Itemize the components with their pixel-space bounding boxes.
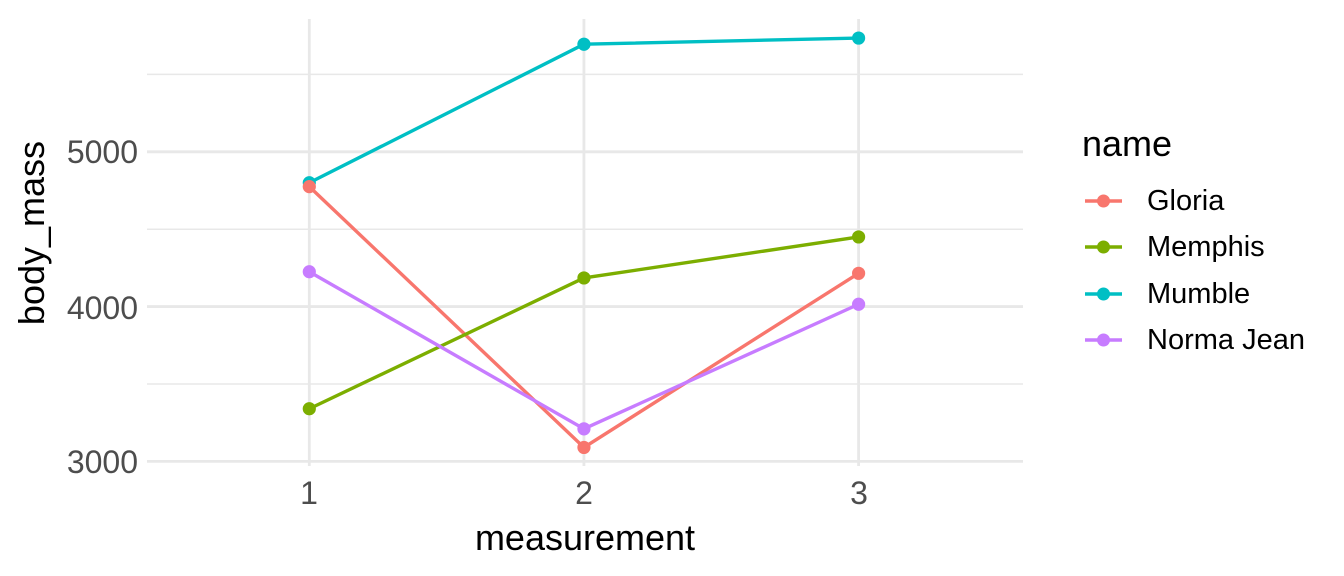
legend-key-point-gloria	[1097, 194, 1110, 208]
legend-label-memphis: Memphis	[1147, 231, 1265, 263]
legend-label-mumble: Mumble	[1147, 278, 1251, 310]
legend-key-point-mumble	[1097, 287, 1110, 301]
y-axis-title: body_mass	[11, 140, 52, 326]
legend-label-norma-jean: Norma Jean	[1147, 324, 1305, 356]
y-tick-label-3000: 3000	[66, 444, 138, 480]
data-point-norma-jean-m2	[577, 422, 591, 436]
legend-item-gloria: Gloria	[1082, 178, 1224, 224]
legend-key-gloria	[1085, 194, 1122, 208]
y-tick-label-5000: 5000	[66, 134, 138, 170]
legend-item-norma-jean: Norma Jean	[1082, 317, 1305, 363]
data-point-gloria-m3	[852, 266, 866, 280]
legend-key-mumble	[1085, 287, 1122, 301]
x-tick-label-2: 2	[575, 475, 593, 511]
x-tick-label-3: 3	[850, 475, 868, 511]
data-point-memphis-m3	[852, 230, 866, 244]
y-tick-label-4000: 4000	[66, 290, 138, 326]
legend-key-memphis	[1085, 240, 1122, 254]
legend-item-memphis: Memphis	[1082, 224, 1265, 270]
data-point-memphis-m1	[302, 402, 316, 416]
data-point-mumble-m2	[577, 37, 591, 51]
data-point-memphis-m2	[577, 271, 591, 285]
legend-key-point-memphis	[1097, 240, 1110, 254]
data-point-gloria-m1	[302, 180, 316, 194]
data-point-norma-jean-m1	[302, 265, 316, 279]
x-axis-title: measurement	[474, 517, 696, 558]
x-tick-label-1: 1	[300, 475, 318, 511]
legend-title: name	[1082, 123, 1173, 164]
legend-key-point-norma-jean	[1097, 333, 1110, 347]
legend-label-gloria: Gloria	[1147, 185, 1225, 217]
data-point-norma-jean-m3	[852, 297, 866, 311]
data-point-gloria-m2	[577, 440, 591, 455]
legend-key-norma-jean	[1085, 333, 1122, 347]
legend-item-mumble: Mumble	[1082, 271, 1250, 317]
data-point-mumble-m3	[852, 31, 866, 45]
